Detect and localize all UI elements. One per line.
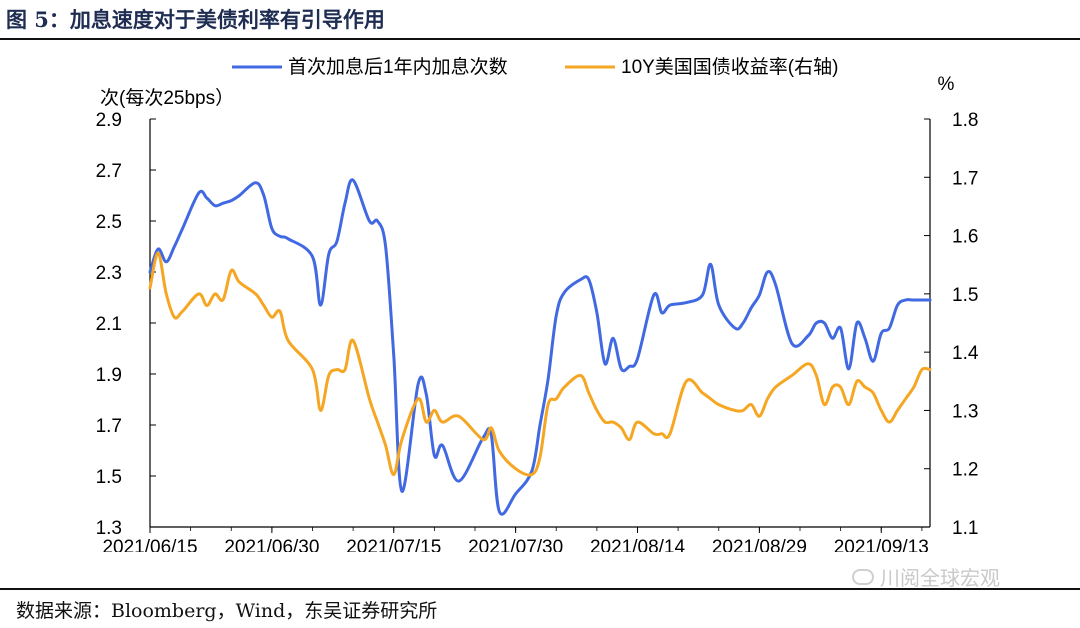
figure-title: 图 5：加息速度对于美债利率有引导作用 [6, 7, 385, 32]
right-tick-label: 1.3 [952, 401, 978, 422]
right-axis-unit: % [938, 74, 955, 95]
x-tick-label: 2021/07/30 [468, 537, 563, 552]
right-tick-label: 1.4 [952, 343, 979, 364]
left-tick-label: 1.9 [96, 365, 122, 386]
left-tick-label: 2.9 [96, 110, 122, 131]
source-note: 数据来源：Bloomberg，Wind，东吴证券研究所 [16, 600, 438, 622]
wechat-logo-icon [852, 568, 874, 585]
x-tick-label: 2021/09/13 [834, 537, 929, 552]
x-tick-label: 2021/06/15 [102, 537, 197, 552]
right-tick-label: 1.1 [952, 518, 978, 539]
watermark-text: 川阅全球宏观 [880, 566, 1000, 590]
legend-label: 10Y美国国债收益率(右轴) [621, 56, 838, 78]
x-tick-label: 2021/08/29 [712, 537, 807, 552]
x-tick-label: 2021/07/15 [346, 537, 441, 552]
x-tick-label: 2021/06/30 [224, 537, 319, 552]
line-chart: 2.9 2.7 2.5 2.3 2.1 1.9 1.7 1.5 1.3 1.8 1.7 1.6 1.5 1… [96, 56, 979, 552]
watermark: 川阅全球宏观 [852, 562, 1000, 591]
left-tick-label: 1.7 [96, 416, 122, 437]
right-tick-label: 1.5 [952, 285, 978, 306]
right-tick-label: 1.8 [952, 110, 978, 131]
bottom-rule [0, 588, 1080, 590]
series-line-us10y-yield [148, 251, 932, 477]
left-tick-label: 2.3 [96, 263, 122, 284]
series-line-rate-hikes [148, 178, 932, 516]
legend-label: 首次加息后1年内加息次数 [288, 56, 508, 78]
left-axis-unit: 次(每次25bps） [100, 87, 234, 109]
left-tick-label: 2.5 [96, 212, 122, 233]
right-tick-label: 1.6 [952, 227, 978, 248]
top-rule [0, 38, 1080, 40]
left-tick-label: 1.3 [96, 518, 122, 539]
x-tick-label: 2021/08/14 [590, 537, 686, 552]
left-tick-label: 2.1 [96, 314, 122, 335]
left-tick-label: 2.7 [96, 161, 122, 182]
right-tick-label: 1.2 [952, 460, 978, 481]
left-tick-label: 1.5 [96, 467, 122, 488]
right-tick-label: 1.7 [952, 168, 978, 189]
